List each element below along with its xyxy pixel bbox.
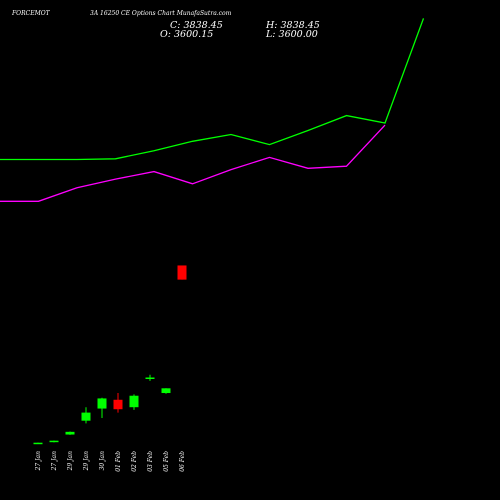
candle: [113, 393, 123, 413]
x-tick-label: 05 Feb: [163, 451, 170, 472]
candle-body: [33, 442, 43, 445]
upper-line: [0, 18, 425, 161]
candle: [129, 394, 139, 410]
candle: [177, 265, 187, 280]
candle: [33, 442, 43, 445]
candle: [81, 407, 91, 424]
candle: [49, 440, 59, 443]
candle-body: [65, 431, 75, 435]
indicator-lines: [0, 18, 425, 202]
x-tick-label: 27 Jan: [35, 451, 42, 472]
x-axis-labels: 27 Jan 27 Jan 29 Jan 29 Jan 30 Jan 01 Feb 02 F…: [35, 451, 186, 472]
low-value: L: 3600.00: [266, 29, 318, 40]
x-tick-label: 01 Feb: [115, 451, 122, 472]
close-value: C: 3838.45: [170, 20, 223, 31]
symbol-label: FORCEMOT: [12, 10, 50, 17]
candle: [161, 388, 171, 394]
candle-body: [81, 412, 91, 421]
candle: [65, 431, 75, 435]
candle-body: [161, 388, 171, 394]
candle-body: [177, 265, 187, 280]
x-tick-label: 02 Feb: [131, 451, 138, 472]
x-tick-label: 27 Jan: [51, 451, 58, 472]
x-tick-label: 06 Feb: [179, 451, 186, 472]
candle-body: [145, 377, 155, 379]
candle-body: [49, 440, 59, 443]
lower-line: [0, 124, 386, 202]
open-value: O: 3600.15: [160, 29, 214, 40]
candle-body: [97, 398, 107, 409]
candles: [33, 265, 187, 445]
candle: [145, 374, 155, 381]
x-tick-label: 30 Jan: [99, 451, 106, 471]
x-tick-label: 03 Feb: [147, 451, 154, 472]
x-tick-label: 29 Jan: [67, 451, 74, 472]
x-tick-label: 29 Jan: [83, 451, 90, 472]
candle-body: [113, 399, 123, 410]
candle: [97, 397, 107, 418]
candle-body: [129, 395, 139, 408]
high-value: H: 3838.45: [266, 20, 320, 31]
chart-title: 3A 16250 CE Options Chart MunafaSutra.co…: [90, 10, 232, 17]
